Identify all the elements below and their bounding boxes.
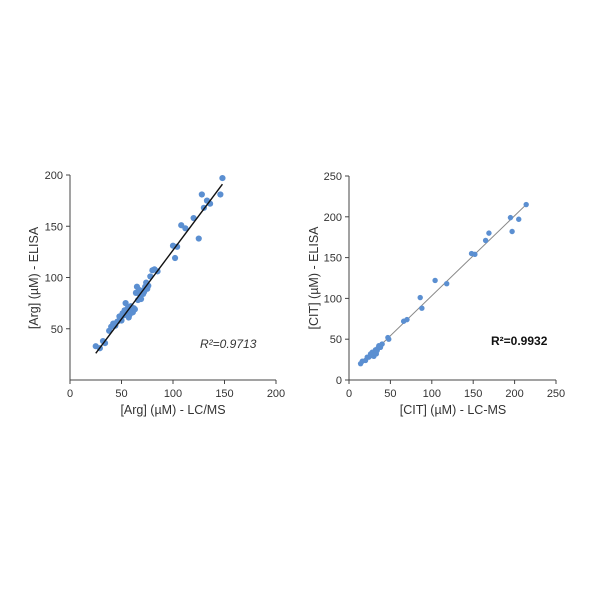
cit-y-tick-label: 50	[330, 334, 342, 346]
arg-data-point	[171, 254, 179, 262]
arg-fit-line	[95, 183, 224, 354]
cit-x-tick-label: 50	[384, 388, 396, 400]
cit-y-tick-label: 250	[324, 171, 342, 183]
arg-data-point	[217, 191, 224, 198]
arg-data-point	[131, 306, 138, 313]
cit-data-point	[509, 228, 515, 235]
cit-y-tick-label: 200	[324, 212, 342, 224]
arg-x-ticks: 0 50 100 150 200	[67, 380, 285, 400]
arg-y-tick-label: 100	[45, 273, 63, 285]
arg-data-point	[198, 191, 205, 198]
cit-y-tick-label: 100	[324, 293, 342, 305]
cit-data-point	[472, 251, 478, 258]
arg-data-point	[195, 235, 202, 242]
cit-y-tick-label: 0	[336, 375, 342, 387]
arg-r-squared-annotation: R²=0.9713	[200, 337, 257, 351]
cit-data-point	[404, 316, 410, 323]
cit-r-squared-annotation: R²=0.9932	[491, 334, 548, 348]
arg-data-point	[101, 340, 109, 347]
cit-data-point	[419, 305, 425, 311]
arg-y-tick-label: 150	[45, 221, 63, 233]
cit-scatter-chart: 0 50 100 150 200 250 0 50 100 150 200 250 [CIT] (µ…	[307, 171, 565, 417]
cit-x-axis-title: [CIT] (µM) - LC-MS	[400, 403, 507, 417]
cit-y-ticks: 0 50 100 150 200 250	[324, 171, 349, 387]
arg-data-point	[174, 243, 181, 250]
cit-data-point	[486, 230, 492, 236]
cit-x-tick-label: 150	[464, 388, 482, 400]
arg-data-points	[92, 174, 226, 352]
cit-x-tick-label: 100	[423, 388, 441, 400]
cit-data-point	[417, 294, 423, 301]
cit-x-ticks: 0 50 100 150 200 250	[346, 380, 565, 400]
cit-data-point	[523, 201, 529, 208]
arg-y-ticks: 50 100 150 200	[45, 170, 70, 336]
arg-y-axis-title: [Arg] (µM) - ELISA	[27, 226, 41, 329]
arg-x-tick-label: 50	[115, 388, 127, 400]
cit-data-point	[444, 281, 450, 287]
cit-data-point	[432, 277, 438, 284]
cit-x-tick-label: 0	[346, 388, 352, 400]
arg-x-tick-label: 150	[215, 388, 233, 400]
cit-y-axis-title: [CIT] (µM) - ELISA	[307, 226, 321, 330]
arg-y-tick-label: 200	[45, 170, 63, 182]
arg-data-point	[137, 295, 145, 303]
arg-x-tick-label: 100	[164, 388, 182, 400]
cit-x-tick-label: 200	[505, 388, 523, 400]
cit-data-point	[516, 216, 522, 222]
cit-y-tick-label: 150	[324, 253, 342, 265]
arg-scatter-chart: 0 50 100 150 200 50 100 150 200 [Arg] (µM) - LC…	[27, 170, 285, 417]
cit-x-tick-label: 250	[547, 388, 565, 400]
arg-x-tick-label: 200	[267, 388, 285, 400]
arg-y-tick-label: 50	[51, 324, 63, 336]
cit-data-point	[507, 214, 514, 221]
cit-data-point	[482, 237, 489, 244]
cit-data-points	[357, 201, 529, 367]
arg-data-point	[122, 300, 129, 307]
cit-data-point	[379, 341, 385, 347]
arg-data-point	[182, 225, 189, 232]
arg-x-axis-title: [Arg] (µM) - LC/MS	[120, 403, 225, 417]
arg-x-tick-label: 0	[67, 388, 73, 400]
cit-data-point	[386, 336, 392, 342]
arg-data-point	[219, 174, 226, 182]
